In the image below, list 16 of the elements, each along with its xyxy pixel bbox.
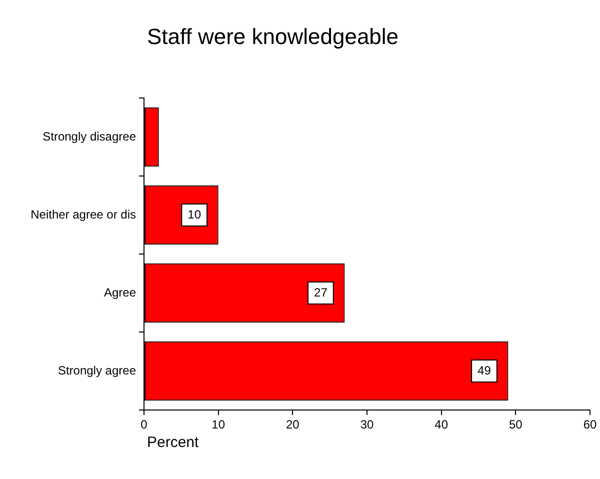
data-label: 10 [188,207,202,222]
y-tick-label: Neither agree or dis [30,207,136,222]
y-tick-label: Strongly disagree [42,129,136,144]
chart-title: Staff were knowledgeable [147,24,399,50]
x-axis-title: Percent [147,434,199,451]
y-tick-label: Strongly agree [58,363,136,378]
x-tick-label: 20 [286,418,300,432]
data-label: 27 [314,285,328,300]
x-tick-label: 0 [140,418,148,432]
data-label: 49 [478,363,492,378]
x-tick-label: 60 [583,418,597,432]
x-tick-label: 10 [212,418,226,432]
x-tick-label: 30 [360,418,374,432]
y-tick-label: Agree [104,285,136,300]
x-tick-label: 50 [508,418,523,432]
x-tick-label: 40 [434,418,448,432]
